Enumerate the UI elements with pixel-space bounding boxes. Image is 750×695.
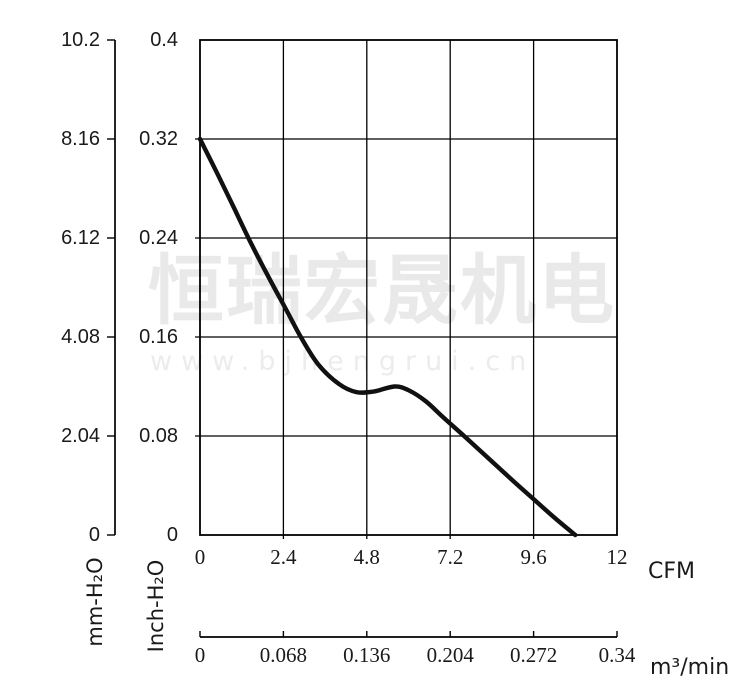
tick-label: 6.12: [61, 227, 100, 249]
mm-h2o-axis-title: mm-H₂O: [83, 557, 107, 647]
tick-label: 9.6: [520, 545, 547, 569]
tick-label: 2.04: [61, 425, 100, 447]
inch-h2o-axis-title: Inch-H₂O: [144, 559, 168, 653]
tick-label: 0.4: [150, 29, 178, 51]
tick-label: 4.8: [353, 545, 380, 569]
tick-label: 0: [194, 643, 206, 667]
tick-label: 0.204: [426, 643, 474, 667]
tick-label: 0: [88, 524, 100, 546]
tick-label: 8.16: [61, 128, 100, 150]
cfm-axis-label: CFM: [648, 559, 695, 584]
tick-label: 0.32: [139, 128, 178, 150]
pq-performance-curve: [197, 136, 578, 538]
tick-label: 12: [606, 545, 628, 569]
tick-label: 0.272: [509, 643, 558, 667]
tick-label: 0: [166, 524, 178, 546]
tick-label: 0.24: [139, 227, 178, 249]
tick-label: 0: [194, 545, 206, 569]
watermark-brand-text: 恒瑞宏晟机电: [148, 246, 616, 335]
m3min-axis-label: m³/min: [650, 655, 730, 680]
tick-label: 0.16: [139, 326, 178, 348]
tick-label: 4.08: [61, 326, 100, 348]
tick-label: 0.08: [139, 425, 178, 447]
tick-label: 0.068: [259, 643, 308, 667]
tick-label: 0.34: [598, 643, 636, 667]
tick-label: 7.2: [437, 545, 464, 569]
tick-label: 2.4: [270, 545, 297, 569]
tick-label: 10.2: [61, 29, 100, 51]
plot-border: [199, 39, 618, 536]
tick-label: 0.136: [343, 643, 391, 667]
watermark-url-text: www.bjhengrui.cn: [150, 346, 536, 377]
